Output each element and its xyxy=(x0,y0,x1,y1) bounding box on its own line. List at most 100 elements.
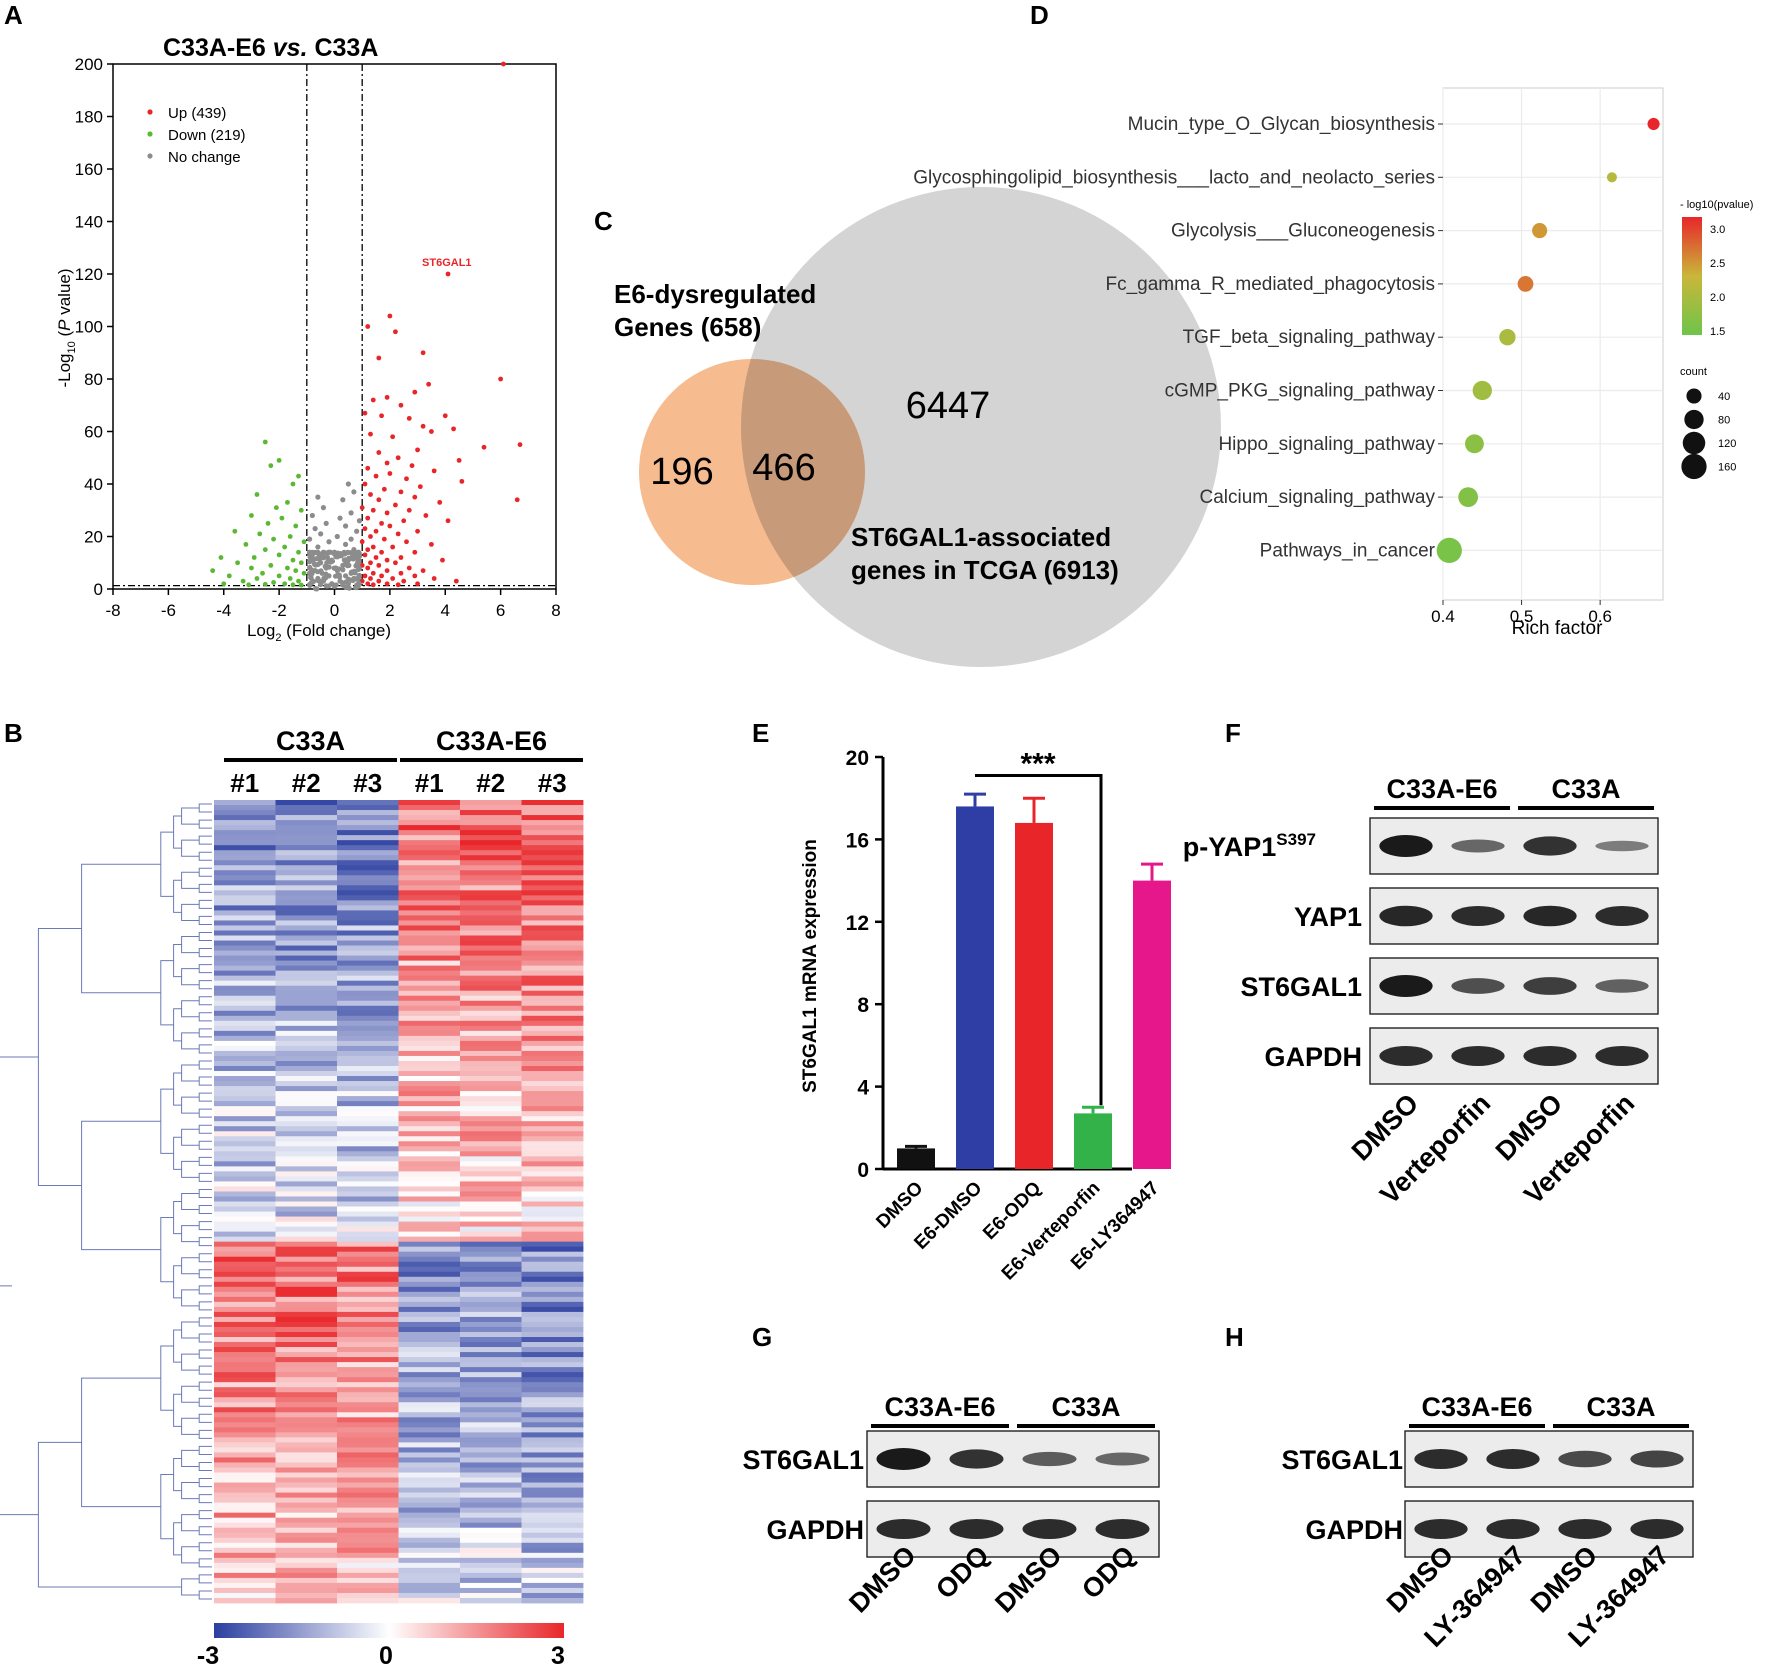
dendrogram-branch xyxy=(181,1417,200,1435)
heatmap-cell xyxy=(275,900,338,906)
heatmap-cell xyxy=(460,910,522,916)
heatmap-cell xyxy=(214,1030,276,1037)
heatmap-cell xyxy=(521,805,584,811)
heatmap-cell xyxy=(214,885,276,891)
heatmap-cell xyxy=(214,1402,276,1408)
heatmap-cell xyxy=(398,870,461,876)
heatmap-cell xyxy=(460,1377,522,1383)
heatmap-cell xyxy=(275,980,338,987)
up-point xyxy=(365,515,371,521)
heatmap-cell xyxy=(460,890,522,896)
heatmap-cell xyxy=(521,1146,584,1152)
heatmap-cell xyxy=(337,1161,399,1167)
dendrogram-branch xyxy=(173,1522,182,1556)
heatmap-cell xyxy=(460,1020,522,1027)
up-point xyxy=(420,423,426,429)
heatmap-cell xyxy=(398,1522,461,1529)
heatmap-cell xyxy=(275,1597,338,1604)
blot-band xyxy=(1451,1046,1505,1066)
down-point xyxy=(226,573,232,579)
heatmap-cell xyxy=(460,960,522,967)
heatmap-cell xyxy=(214,875,276,881)
heatmap-cell xyxy=(460,1231,522,1238)
heatmap-cell xyxy=(337,800,399,806)
heatmap-cell xyxy=(214,1246,276,1253)
up-point xyxy=(390,434,396,440)
heatmap-cell xyxy=(398,1542,461,1549)
heatmap-cell xyxy=(521,1301,584,1308)
blot-band xyxy=(1379,835,1433,857)
heatmap-cell xyxy=(460,1196,522,1202)
heatmap-cell xyxy=(337,1131,399,1137)
heatmap-cell xyxy=(398,1472,461,1478)
heatmap-cell xyxy=(521,920,584,926)
nochange-point xyxy=(326,564,332,570)
heatmap-cell xyxy=(214,1532,276,1539)
heatmap-cell xyxy=(398,1010,461,1017)
dendrogram-branch xyxy=(173,1329,182,1363)
heatmap-cell xyxy=(214,1060,276,1067)
heatmap-cell xyxy=(398,1040,461,1047)
heatmap-cell xyxy=(460,860,522,866)
heatmap-cell xyxy=(521,1352,584,1358)
down-point xyxy=(282,581,288,587)
heatmap-cell xyxy=(460,1577,522,1584)
heatmap-cell xyxy=(275,1507,338,1514)
down-point xyxy=(246,582,252,588)
blot-band xyxy=(1595,906,1649,926)
venn-a-only-count: 196 xyxy=(650,451,713,493)
blot-band xyxy=(1523,905,1577,927)
heatmap-cell xyxy=(275,1342,338,1348)
heatmap-cell xyxy=(398,1266,461,1273)
heatmap-cell xyxy=(398,1367,461,1373)
heatmap-cell xyxy=(337,1060,399,1067)
blot-band xyxy=(1414,1449,1468,1469)
heatmap-cell xyxy=(337,1407,399,1413)
heatmap-cell xyxy=(214,1116,276,1122)
heatmap-cell xyxy=(521,970,584,977)
heatmap-sample-label: #3 xyxy=(538,768,567,798)
venn-set-b-line1: ST6GAL1-associated xyxy=(851,522,1111,552)
nochange-point xyxy=(326,549,332,555)
heatmap-cell xyxy=(460,1407,522,1413)
up-point xyxy=(429,541,434,547)
heatmap-cell xyxy=(275,910,338,916)
heatmap-cell xyxy=(214,1367,276,1373)
heatmap-cell xyxy=(214,1005,276,1012)
heatmap-cell xyxy=(337,975,399,982)
dendrogram-branch xyxy=(181,1096,200,1114)
heatmap-cell xyxy=(275,925,338,931)
blot-group-label: C33A-E6 xyxy=(884,1392,995,1422)
heatmap-cell xyxy=(275,1372,338,1378)
heatmap-cell xyxy=(521,930,584,936)
bar xyxy=(956,806,994,1169)
pvalue-tick-label: 3.0 xyxy=(1710,224,1725,236)
dendrogram-branch xyxy=(181,839,200,857)
heatmap-cell xyxy=(521,1321,584,1328)
heatmap-cell xyxy=(460,1271,522,1278)
heatmap-cell xyxy=(521,1407,584,1413)
heatmap-cell xyxy=(521,1256,584,1263)
heatmap-cell xyxy=(337,1191,399,1197)
heatmap-cell xyxy=(460,1582,522,1589)
heatmap-cell xyxy=(214,1537,276,1544)
dendrogram-branch xyxy=(198,1140,212,1150)
nochange-point xyxy=(333,582,339,588)
heatmap-cell xyxy=(398,1492,461,1499)
heatmap-cell xyxy=(214,1136,276,1142)
heatmap-cell xyxy=(398,1196,461,1202)
blot-band xyxy=(949,1449,1004,1469)
heatmap-cell xyxy=(337,1587,399,1594)
enrichment-bubble xyxy=(1458,487,1479,507)
nochange-point xyxy=(355,583,361,589)
dendrogram-branch xyxy=(173,815,182,849)
heatmap-cell xyxy=(337,1412,399,1418)
blot-row-label: GAPDH xyxy=(1305,1515,1403,1545)
down-point xyxy=(240,578,246,584)
heatmap-cell xyxy=(398,1326,461,1333)
heatmap-cell xyxy=(214,1377,276,1383)
heatmap-cell xyxy=(521,975,584,982)
heatmap-cell xyxy=(275,1111,338,1117)
heatmap-cell xyxy=(337,1171,399,1177)
heatmap-cell xyxy=(460,830,522,836)
